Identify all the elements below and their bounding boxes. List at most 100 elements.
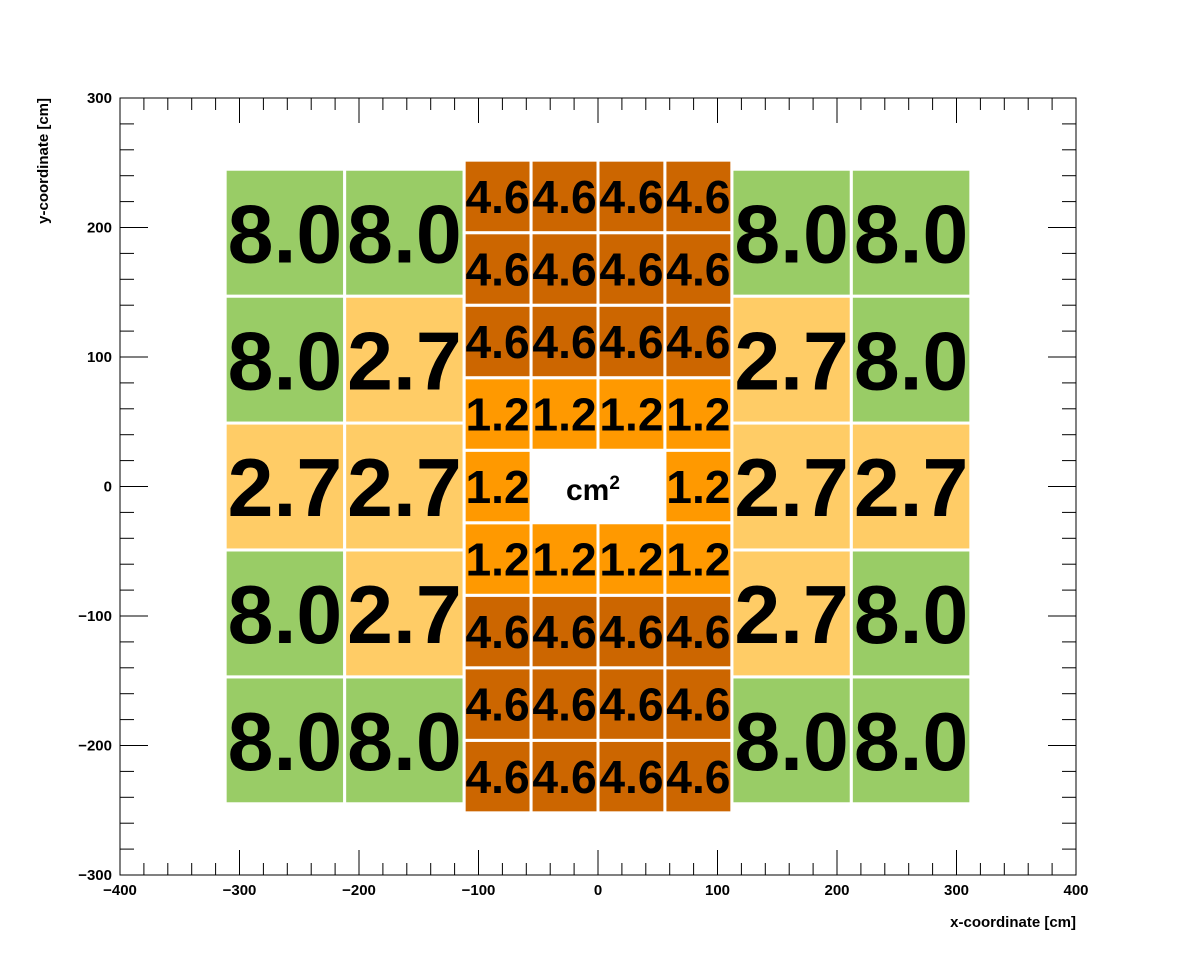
cell-value-label: 4.6 [666, 316, 730, 368]
cell: 4.6 [529, 303, 600, 380]
cell-value-label: 8.0 [854, 696, 969, 788]
cell: 2.7 [343, 421, 466, 552]
cell-rect-large [849, 421, 973, 552]
cell-value-label: 4.6 [532, 606, 596, 658]
cell: 2.7 [730, 421, 853, 552]
cell: 4.6 [663, 158, 734, 235]
cell-value-label: 4.6 [599, 606, 663, 658]
cell: 4.6 [596, 738, 667, 815]
cell: 4.6 [663, 738, 734, 815]
cell-value-label: 4.6 [599, 171, 663, 223]
x-tick-label: −200 [342, 882, 376, 899]
cell-value-label: 2.7 [734, 569, 849, 661]
cell-rect-medium [596, 593, 667, 670]
cell: 2.7 [730, 294, 853, 425]
cell: 8.0 [223, 294, 347, 425]
y-tick-label: −200 [78, 738, 112, 755]
cell-value-label: 4.6 [532, 316, 596, 368]
y-tick-label: 100 [87, 349, 112, 366]
cell-value-label: 2.7 [734, 442, 849, 534]
cell: 8.0 [849, 675, 973, 806]
cell: 8.0 [223, 167, 347, 298]
cell-value-label: 4.6 [666, 606, 730, 658]
cell: 4.6 [596, 593, 667, 670]
cell-value-label: 2.7 [347, 315, 462, 407]
cell-value-label: 1.2 [532, 534, 596, 586]
cell: 8.0 [849, 548, 973, 679]
cell: 1.2 [596, 521, 667, 597]
cell-rect-small [663, 521, 734, 597]
cell: 4.6 [462, 158, 533, 235]
cell: 2.7 [223, 421, 347, 552]
cell-rect-small [529, 521, 600, 597]
cell-value-label: 4.6 [599, 751, 663, 803]
cell: 2.7 [343, 548, 466, 679]
cell-rect-medium [462, 666, 533, 742]
cell-value-label: 4.6 [466, 679, 530, 731]
cell: 1.2 [663, 521, 734, 597]
cell-value-label: 4.6 [599, 679, 663, 731]
cell-value-label: 8.0 [734, 696, 849, 788]
cell-value-label: 8.0 [854, 569, 969, 661]
cell-rect-small [462, 521, 533, 597]
x-tick-label: 300 [944, 882, 969, 899]
cell-rect-xlarge [849, 167, 973, 298]
cell: 8.0 [223, 675, 347, 806]
cell-rect-medium [529, 158, 600, 235]
cell-value-label: 2.7 [734, 315, 849, 407]
cell: 4.6 [663, 593, 734, 670]
cell-value-label: 4.6 [599, 316, 663, 368]
cell: 4.6 [529, 158, 600, 235]
cell-rect-small [529, 376, 600, 452]
cell-value-label: 4.6 [466, 751, 530, 803]
cell-rect-medium [462, 303, 533, 380]
cell: 4.6 [596, 231, 667, 307]
cell-rect-xlarge [730, 675, 853, 806]
cell: 8.0 [343, 675, 466, 806]
cell-value-label: 4.6 [666, 244, 730, 296]
cell: 2.7 [343, 294, 466, 425]
cell-rect-medium [529, 593, 600, 670]
cell-value-label: 2.7 [347, 442, 462, 534]
cell: 4.6 [663, 231, 734, 307]
x-tick-label: 0 [594, 882, 602, 899]
cell-value-label: 8.0 [228, 569, 343, 661]
cell: 4.6 [596, 666, 667, 742]
cell: 2.7 [730, 548, 853, 679]
cell-rect-small [596, 376, 667, 452]
cell-rect-large [343, 294, 466, 425]
cell-value-label: 1.2 [466, 461, 530, 513]
cell: 1.2 [529, 376, 600, 452]
cell-value-label: 4.6 [532, 679, 596, 731]
cell-value-label: 4.6 [532, 244, 596, 296]
cell-value-label: 8.0 [228, 315, 343, 407]
cell-rect-medium [462, 231, 533, 307]
cell-rect-small [462, 376, 533, 452]
cell-rect-large [343, 421, 466, 552]
cell: 8.0 [849, 167, 973, 298]
y-tick-label: 300 [87, 90, 112, 107]
cell-value-label: 4.6 [466, 171, 530, 223]
cell: 8.0 [730, 167, 853, 298]
y-tick-label: −300 [78, 867, 112, 884]
cell: 1.2 [663, 376, 734, 452]
cell-value-label: 4.6 [666, 679, 730, 731]
cell-value-label: 4.6 [666, 171, 730, 223]
cell-value-label: 4.6 [599, 244, 663, 296]
cell-rect-small [462, 448, 533, 525]
cell: 4.6 [462, 231, 533, 307]
cell: 4.6 [462, 666, 533, 742]
cell-value-label: 8.0 [734, 188, 849, 280]
cell-value-label: 1.2 [666, 534, 730, 586]
cell: 4.6 [663, 303, 734, 380]
cell: 8.0 [849, 294, 973, 425]
x-tick-label: −300 [223, 882, 257, 899]
cell: 4.6 [529, 666, 600, 742]
cell: 1.2 [596, 376, 667, 452]
cell-rect-large [223, 421, 347, 552]
cell: 1.2 [462, 448, 533, 525]
y-tick-label: −100 [78, 608, 112, 625]
cell-value-label: 8.0 [347, 696, 462, 788]
cell-value-label: 1.2 [666, 389, 730, 441]
